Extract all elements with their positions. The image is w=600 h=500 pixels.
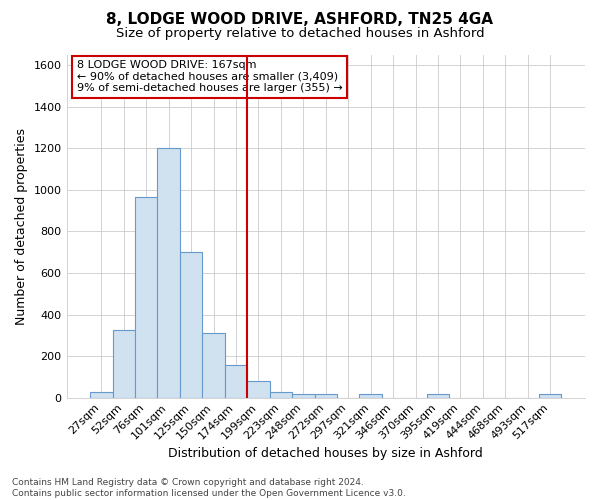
Bar: [180, 252, 202, 398]
Bar: [90, 392, 113, 398]
Text: Size of property relative to detached houses in Ashford: Size of property relative to detached ho…: [116, 28, 484, 40]
Bar: [157, 148, 180, 398]
Y-axis label: Number of detached properties: Number of detached properties: [15, 128, 28, 325]
X-axis label: Distribution of detached houses by size in Ashford: Distribution of detached houses by size …: [169, 447, 483, 460]
Text: Contains HM Land Registry data © Crown copyright and database right 2024.
Contai: Contains HM Land Registry data © Crown c…: [12, 478, 406, 498]
Bar: [135, 197, 157, 398]
Bar: [359, 394, 382, 398]
Bar: [247, 381, 269, 398]
Text: 8, LODGE WOOD DRIVE, ASHFORD, TN25 4GA: 8, LODGE WOOD DRIVE, ASHFORD, TN25 4GA: [107, 12, 493, 28]
Bar: [292, 394, 314, 398]
Text: 8 LODGE WOOD DRIVE: 167sqm
← 90% of detached houses are smaller (3,409)
9% of se: 8 LODGE WOOD DRIVE: 167sqm ← 90% of deta…: [77, 60, 343, 94]
Bar: [427, 394, 449, 398]
Bar: [269, 392, 292, 398]
Bar: [113, 330, 135, 398]
Bar: [225, 366, 247, 398]
Bar: [539, 394, 562, 398]
Bar: [202, 333, 225, 398]
Bar: [314, 394, 337, 398]
